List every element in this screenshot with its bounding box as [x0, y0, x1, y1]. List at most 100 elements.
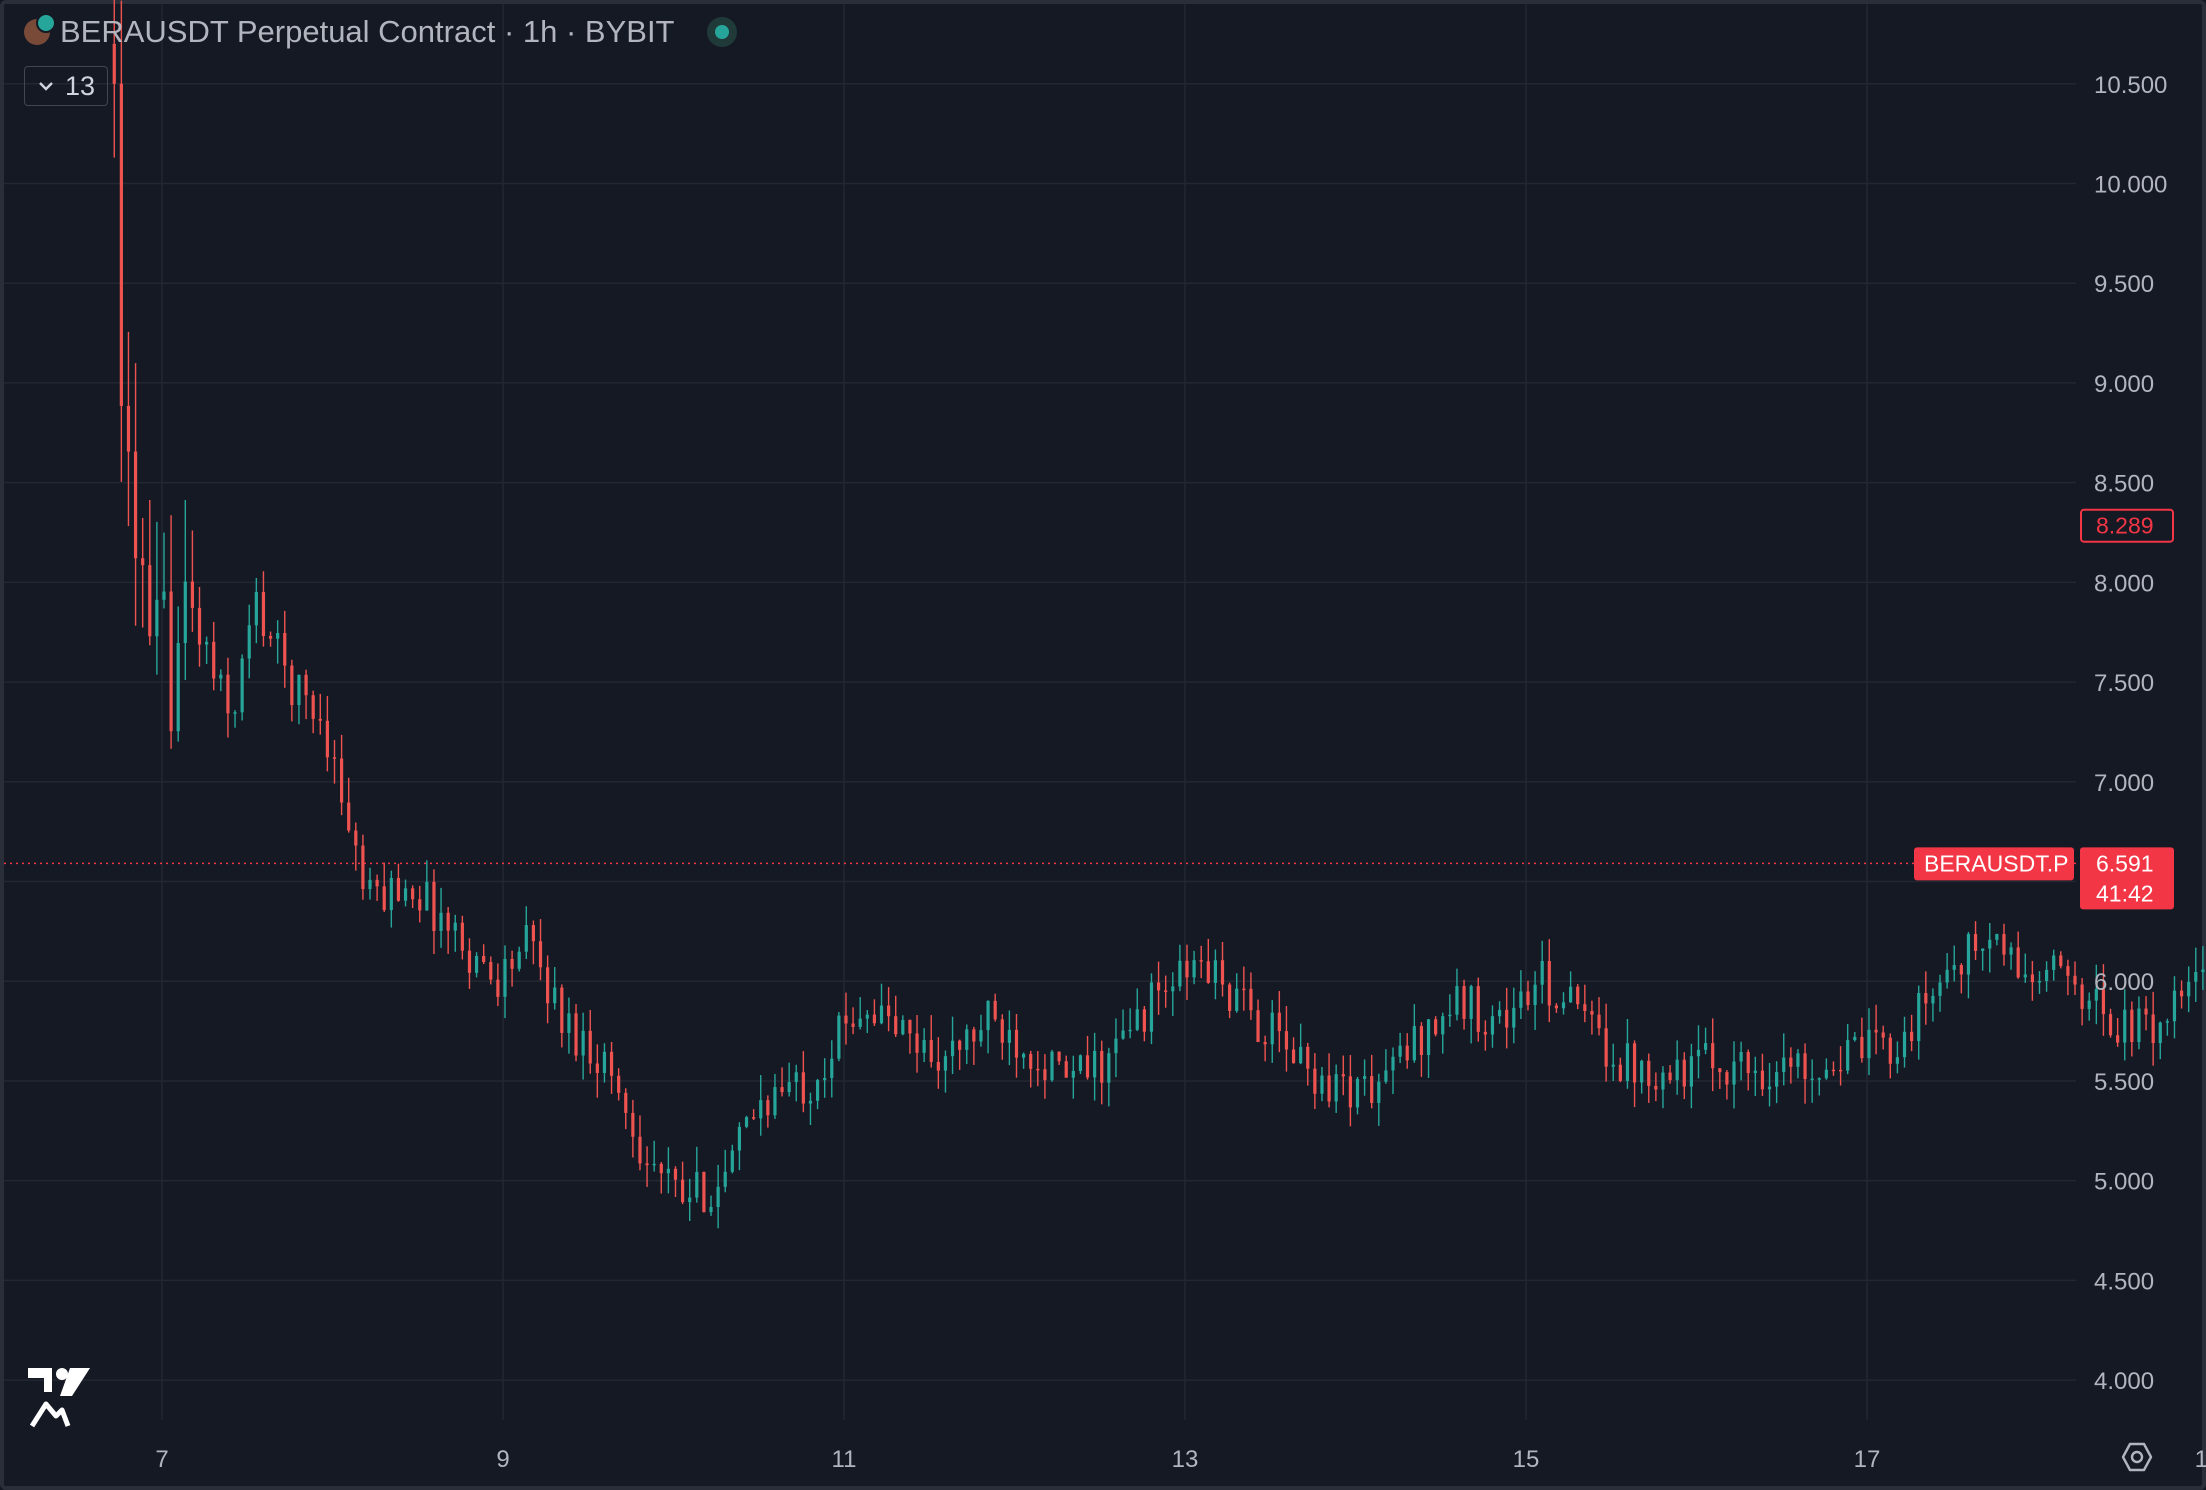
chart-title[interactable]: BERAUSDT Perpetual Contract · 1h · BYBIT — [60, 14, 675, 49]
candle — [680, 1161, 685, 1205]
time-tick-label: 11 — [832, 1446, 857, 1473]
candle-body — [2165, 1021, 2169, 1023]
candle — [425, 860, 429, 911]
candle-body — [1426, 1019, 1431, 1055]
candle — [254, 577, 258, 644]
candle — [432, 869, 436, 955]
candle — [318, 693, 322, 735]
tradingview-logo-icon[interactable] — [26, 1366, 92, 1428]
candle-body — [1490, 1016, 1495, 1035]
time-axis[interactable]: 79111315171921232527Mar — [155, 1446, 2206, 1473]
candle — [666, 1147, 670, 1194]
settings-gear-icon[interactable] — [2120, 1440, 2154, 1474]
candle-body — [290, 665, 294, 706]
candle — [1121, 1009, 1125, 1040]
candle-body — [524, 925, 528, 952]
chart-header[interactable]: BERAUSDT Perpetual Contract · 1h · BYBIT — [24, 13, 737, 50]
candle-body — [361, 845, 365, 889]
candle-body — [1093, 1050, 1097, 1078]
candle-body — [389, 878, 393, 911]
candle-body — [908, 1019, 912, 1034]
candle — [290, 659, 294, 722]
candle — [1782, 1033, 1786, 1086]
candle — [1682, 1052, 1686, 1100]
candle — [141, 517, 145, 628]
candle-body — [354, 830, 358, 846]
candle — [567, 997, 571, 1054]
candle-body — [531, 925, 536, 942]
candle — [467, 938, 472, 989]
candle-body — [176, 643, 180, 732]
price-tick-label: 9.000 — [2094, 371, 2154, 398]
candle-body — [517, 951, 521, 969]
candle-body — [915, 1033, 919, 1053]
time-tick-label: 19 — [2195, 1446, 2206, 1473]
candle — [894, 995, 898, 1037]
candle-body — [155, 599, 159, 637]
candle — [553, 967, 557, 1010]
candle — [851, 1007, 855, 1035]
candle — [1107, 1047, 1111, 1107]
candle-body — [119, 83, 123, 406]
candle — [1938, 974, 1942, 1012]
candle — [1647, 1053, 1651, 1103]
candle-body — [979, 1030, 983, 1042]
candle — [368, 867, 372, 900]
candle — [1100, 1040, 1104, 1105]
candle-body — [1966, 934, 1971, 975]
candle — [510, 950, 514, 987]
candle-body — [1476, 986, 1480, 1032]
candle-body — [1796, 1053, 1800, 1067]
candle — [773, 1073, 777, 1119]
candle-body — [1597, 1014, 1601, 1029]
candle — [2201, 946, 2205, 990]
candle-body — [1576, 986, 1580, 1005]
candle-body — [1917, 993, 1921, 1042]
candle — [801, 1051, 805, 1113]
candle — [1476, 977, 1480, 1042]
candle — [1199, 945, 1203, 979]
candle — [133, 363, 138, 626]
candle — [382, 862, 386, 912]
candle — [439, 887, 443, 948]
candle-body — [1782, 1057, 1786, 1073]
candle-body — [1178, 960, 1182, 987]
candle — [1725, 1069, 1729, 1100]
candle-body — [752, 1117, 756, 1119]
candle — [2179, 980, 2184, 1009]
candle — [496, 963, 500, 1007]
price-axis[interactable]: 10.500 10.000 9.500 9.000 8.500 8.000 7.500 7.0… — [2094, 72, 2167, 1395]
candle-body — [1228, 984, 1232, 1011]
candle-body — [1902, 1031, 1907, 1058]
candle — [787, 1062, 791, 1097]
candle — [489, 956, 493, 985]
candle — [1519, 970, 1523, 1020]
last-price-label: 6.591 — [2096, 850, 2154, 876]
candle — [950, 1016, 955, 1075]
candle — [1185, 944, 1189, 1000]
candle — [844, 992, 848, 1045]
candle — [766, 1095, 770, 1128]
candle-body — [1412, 1026, 1416, 1061]
candle-body — [1533, 984, 1537, 1006]
candle-body — [538, 941, 543, 968]
candle — [482, 944, 486, 965]
candle-body — [411, 888, 415, 900]
candle-body — [929, 1039, 933, 1062]
candle-body — [261, 592, 266, 637]
candle — [1036, 1051, 1040, 1087]
candle-body — [645, 1163, 649, 1166]
candle-body — [1853, 1036, 1857, 1041]
candle — [1135, 988, 1139, 1032]
candle — [2030, 960, 2034, 1001]
candle-body — [1299, 1046, 1303, 1064]
candle — [887, 987, 891, 1032]
candle-body — [2101, 989, 2106, 1015]
candle — [1732, 1041, 1736, 1109]
candle-body — [1199, 960, 1203, 962]
candle-body — [297, 674, 301, 706]
indicators-toggle-button[interactable]: 13 — [24, 66, 109, 106]
candle-body — [1313, 1068, 1317, 1094]
